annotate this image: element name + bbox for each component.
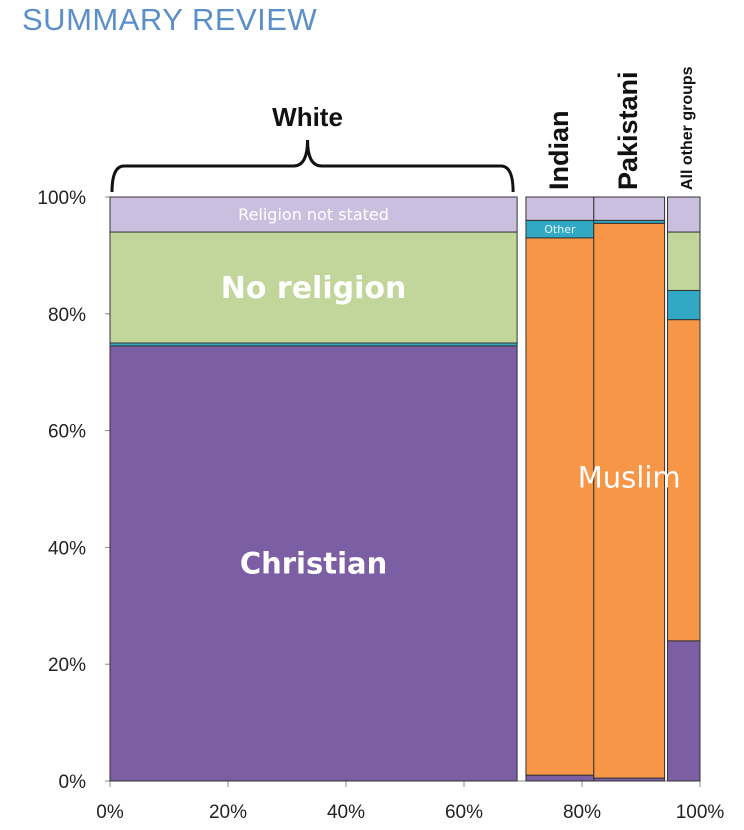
y-tick-label: 20% <box>48 655 86 676</box>
segment-indian-christian <box>525 774 595 782</box>
y-tick-label: 40% <box>48 538 86 559</box>
segment-all-other-groups-muslim <box>667 319 701 642</box>
segment-pakistani-religion-not-stated <box>593 196 666 221</box>
group-label-white: White <box>272 102 343 132</box>
y-tick-label: 80% <box>48 305 86 326</box>
segment-label-christian: Christian <box>240 547 387 581</box>
group-label-indian: Indian <box>544 111 574 191</box>
bar-segments <box>109 196 701 782</box>
segment-all-other-groups-no-religion <box>667 231 701 291</box>
x-axis: 0% 20% 40% 60% 80% 100% <box>96 780 725 823</box>
segment-label-no-religion: No religion <box>221 271 407 306</box>
x-tick-label: 100% <box>676 802 725 823</box>
group-label-pakistani: Pakistani <box>613 71 643 190</box>
y-axis: 0% 20% 40% 60% 80% 100% <box>37 188 111 793</box>
segment-indian-religion-not-stated <box>525 196 595 221</box>
page-title: SUMMARY REVIEW <box>22 2 318 37</box>
x-tick-label: 0% <box>96 802 124 823</box>
y-tick-label: 0% <box>59 772 87 793</box>
group-label-all-other-groups: All other groups <box>679 66 696 190</box>
y-tick-label: 60% <box>48 422 86 443</box>
segment-all-other-groups-religion-not-stated <box>667 196 701 233</box>
y-tick-label: 100% <box>37 188 86 209</box>
annotation-muslim: Muslim <box>578 460 681 494</box>
segment-label-religion-not-stated: Religion not stated <box>238 205 389 224</box>
segment-all-other-groups-other <box>667 289 701 321</box>
segment-label-other: Other <box>544 223 576 236</box>
x-tick-label: 20% <box>209 802 247 823</box>
segment-all-other-groups-christian <box>667 640 701 782</box>
segment-indian-muslim <box>525 237 595 776</box>
segment-labels: Christian No religion Religion not stated O… <box>221 205 681 580</box>
x-tick-label: 60% <box>445 802 483 823</box>
segment-white-religion-not-stated <box>109 196 518 233</box>
x-tick-label: 40% <box>327 802 365 823</box>
x-tick-label: 80% <box>563 802 601 823</box>
group-labels: White Indian Pakistani All other groups <box>272 66 696 190</box>
segment-white-no-religion <box>109 231 518 344</box>
segment-pakistani-muslim <box>593 222 666 779</box>
segment-white-christian <box>109 345 518 782</box>
white-group-brace <box>110 139 515 193</box>
